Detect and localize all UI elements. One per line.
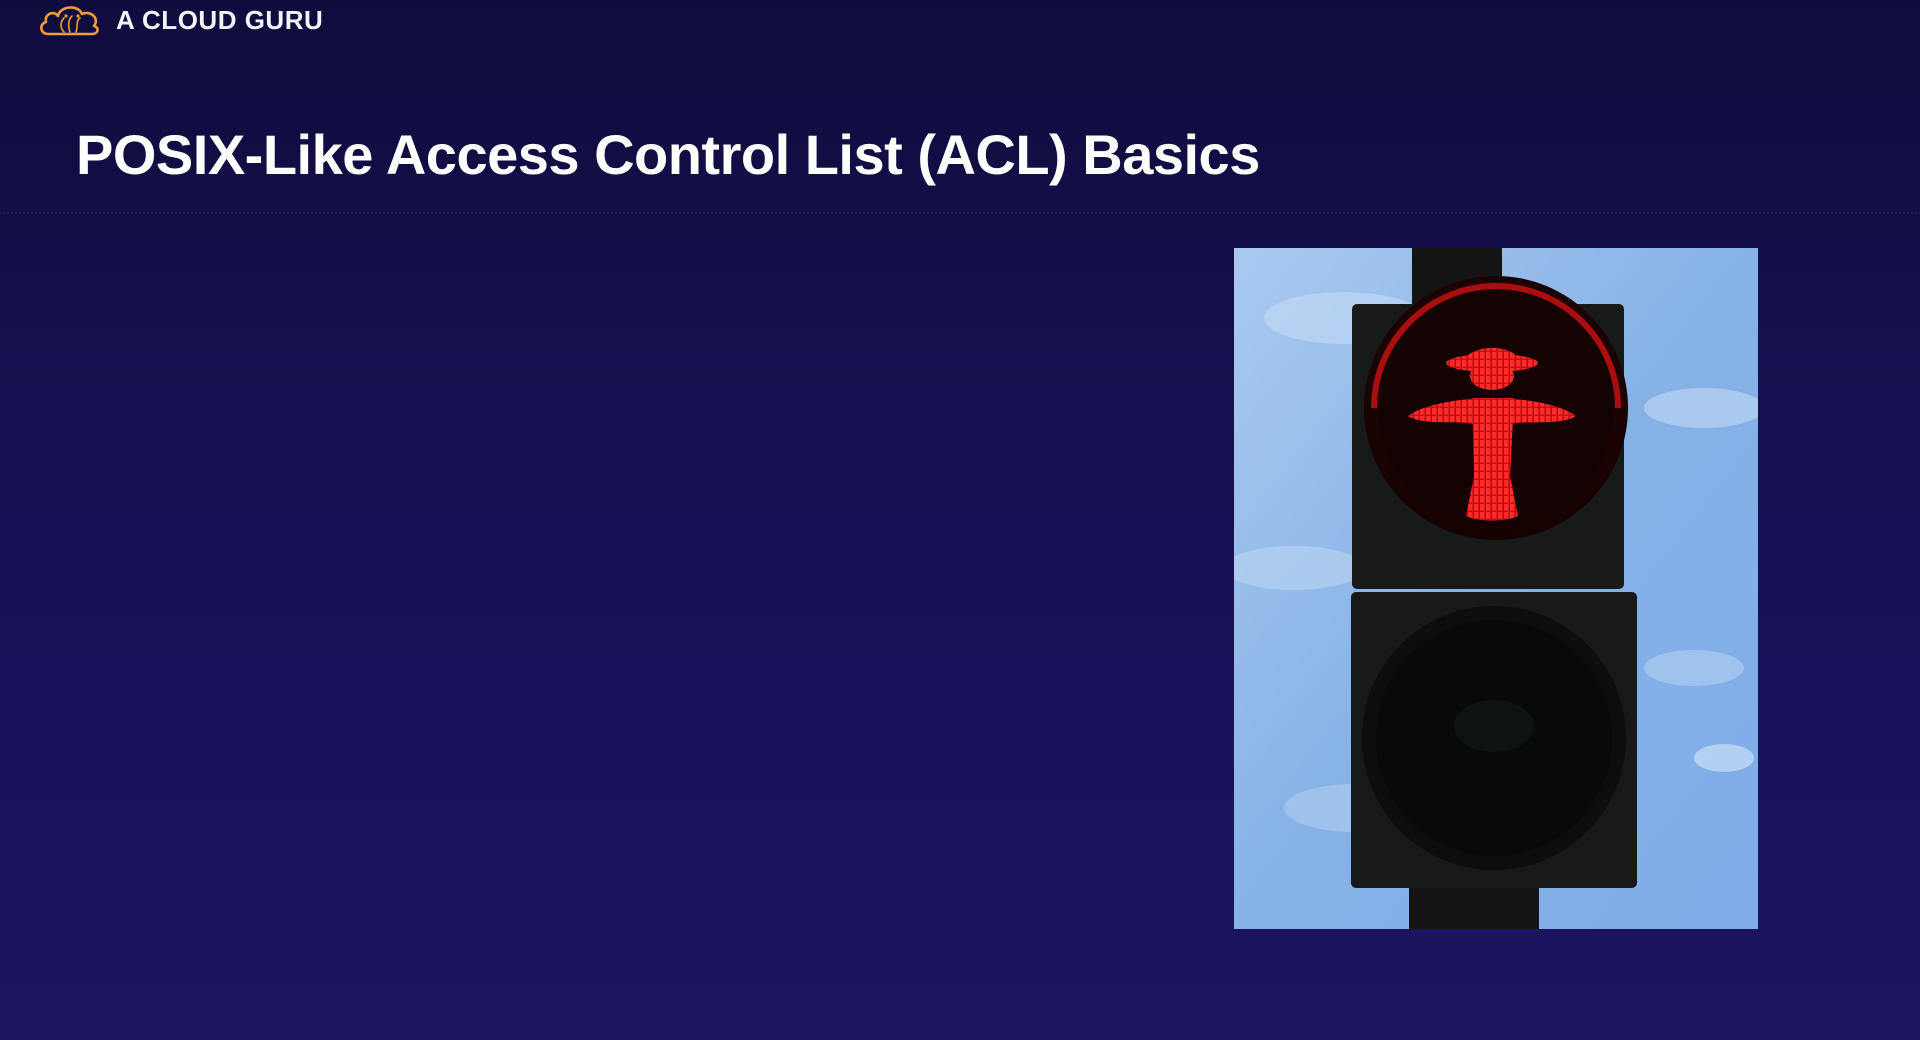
slide-title: POSIX-Like Access Control List (ACL) Bas…	[76, 123, 1260, 186]
cloud-icon	[40, 6, 99, 36]
header-divider	[0, 212, 1920, 214]
brand-logo: A CLOUD GURU	[38, 0, 323, 40]
red-pedestrian-icon	[1408, 348, 1576, 521]
traffic-light-photo	[1234, 248, 1758, 929]
brand-name: A CLOUD GURU	[116, 4, 324, 35]
